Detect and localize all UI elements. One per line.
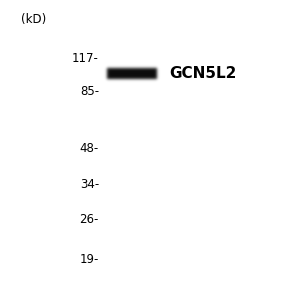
Text: 48-: 48-: [80, 142, 99, 155]
Text: 34-: 34-: [80, 178, 99, 191]
Text: GCN5L2: GCN5L2: [169, 66, 237, 81]
Text: 85-: 85-: [80, 85, 99, 98]
FancyBboxPatch shape: [106, 9, 160, 294]
Text: (kD): (kD): [21, 13, 46, 26]
Text: 26-: 26-: [80, 213, 99, 226]
Text: 19-: 19-: [80, 253, 99, 266]
Text: 117-: 117-: [72, 52, 99, 65]
